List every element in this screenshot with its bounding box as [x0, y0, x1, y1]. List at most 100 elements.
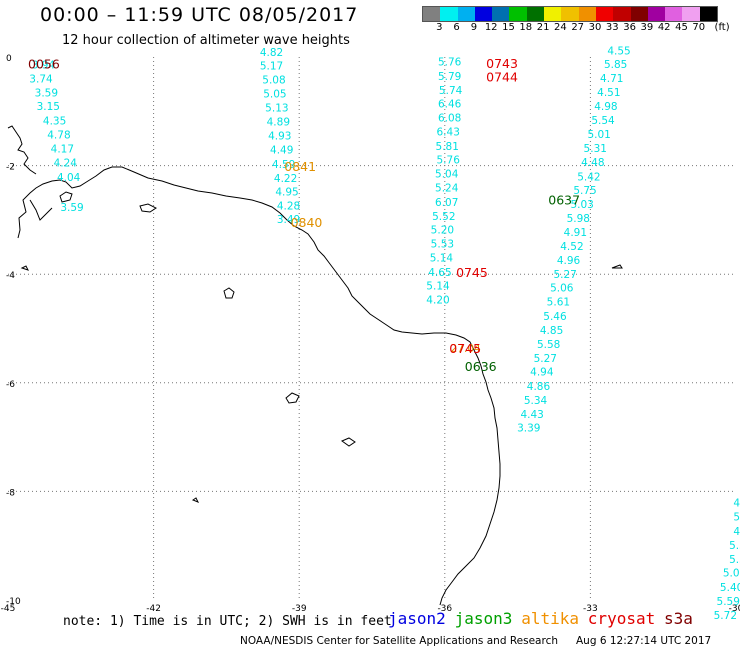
legend-label: 15 [502, 22, 515, 33]
wave-height-label: 5.13 [265, 102, 288, 114]
wave-height-label: 4.35 [43, 115, 66, 127]
wave-height-label: 4.17 [51, 144, 74, 156]
credit-line: NOAA/NESDIS Center for Satellite Applica… [240, 635, 558, 647]
wave-height-label: 4.52 [560, 241, 583, 253]
wave-height-label: 5.52 [432, 211, 455, 223]
legend-swatch [492, 7, 510, 21]
legend-label: 9 [470, 22, 478, 33]
legend-swatch [423, 7, 441, 21]
grid-lines [8, 57, 736, 600]
island-4 [191, 497, 200, 503]
wave-height-label: 4. [733, 498, 740, 510]
wave-height-label: 5.01 [587, 129, 610, 141]
y-tick-label: -2 [6, 163, 15, 173]
wave-height-label: 5.46 [543, 311, 567, 323]
legend-swatch [647, 7, 666, 21]
wave-height-label: 6.43 [437, 127, 460, 139]
legend-swatch [630, 7, 648, 21]
wave-height-label: 4.94 [530, 367, 554, 379]
wave-height-label: 4.82 [260, 47, 283, 59]
x-tick-label: -45 [1, 604, 16, 614]
wave-height-label: 4.98 [594, 101, 617, 113]
legend-swatch [578, 7, 596, 21]
wave-height-label: 5.17 [260, 60, 283, 72]
wave-height-label: 5.75 [573, 185, 596, 197]
legend-label: 70 [692, 22, 706, 33]
wave-height-label: 4.24 [54, 158, 78, 170]
wave-height-label: 27.04 [451, 343, 481, 355]
legend-swatch [457, 7, 475, 21]
wave-height-label: 5.76 [438, 57, 462, 69]
wave-height-label: 5.85 [604, 59, 627, 71]
pass-time-label: 0637 [548, 193, 580, 208]
page-subtitle: 12 hour collection of altimeter wave hei… [62, 33, 350, 48]
wave-height-label: 5.61 [547, 297, 570, 309]
y-tick-label: 0 [6, 54, 12, 64]
wave-height-label: 6.08 [438, 113, 461, 125]
pass-time-label: 0745 [456, 265, 488, 280]
legend-label: 6 [453, 22, 460, 33]
wave-height-label: 3.59 [60, 202, 83, 214]
y-tick-label: -10 [6, 597, 21, 607]
wave-height-label: 4.71 [600, 73, 623, 85]
wave-height-label: 3.94 [32, 59, 56, 71]
wave-height-label: 3.59 [35, 88, 58, 100]
wave-height-label: 4.43 [520, 409, 543, 421]
satellite-legend-item: cryosat [587, 609, 656, 628]
legend-label: 24 [554, 22, 567, 33]
wave-height-label: 5.14 [426, 280, 450, 292]
wave-height-label: 4.78 [47, 129, 70, 141]
legend-swatch [440, 7, 458, 21]
wave-height-label: 5.53 [431, 239, 454, 251]
wave-height-label: 4.85 [540, 325, 563, 337]
island-6 [611, 264, 623, 269]
wave-height-label: 5.81 [436, 141, 459, 153]
wave-height-label: 5.59 [717, 596, 740, 608]
pass-time-label: 0840 [291, 215, 323, 230]
wave-height-label: 5.58 [537, 339, 560, 351]
wave-height-label: 5.40 [720, 582, 740, 594]
wave-height-label: 4.55 [607, 45, 630, 57]
wave-height-label: 5.20 [431, 224, 454, 236]
legend-label: 12 [484, 22, 498, 33]
wave-height-label: 5.08 [262, 75, 285, 87]
legend-label: 39 [640, 22, 654, 33]
wave-height-label: 4.59 [272, 159, 295, 171]
wave-height-label: 5.34 [524, 395, 548, 407]
color-scale-legend [422, 6, 719, 22]
wave-height-label: 5.98 [567, 213, 590, 225]
legend-label: 21 [536, 22, 550, 33]
legend-swatch [682, 7, 700, 21]
y-tick-label: -8 [6, 488, 15, 498]
wave-height-label: 4.20 [426, 295, 449, 307]
legend-swatch [699, 7, 718, 21]
wave-height-label: 4.95 [275, 186, 298, 198]
x-axis-labels: -45 -42 -39 -36 -33 -30 [1, 604, 740, 614]
wave-height-label: 4.04 [57, 172, 81, 184]
legend-label: 36 [623, 22, 636, 33]
wave-height-label: 5.76 [437, 154, 461, 166]
wave-height-label: 4.91 [564, 227, 587, 239]
wave-height-label: 4.49 [270, 145, 293, 157]
wave-height-label: 5.72 [714, 610, 737, 622]
legend-label: 33 [605, 22, 619, 33]
wave-height-label: 5.3 [729, 554, 740, 566]
wave-height-label: 5.04 [435, 169, 459, 181]
coastline [7, 125, 623, 606]
wave-height-label: 5. [733, 512, 740, 524]
island-1 [223, 287, 235, 299]
wave-height-label: 4.28 [277, 201, 300, 213]
wave-height-label: 5.27 [553, 269, 576, 281]
legend-swatch [526, 7, 545, 21]
wave-height-label: 4. [733, 526, 740, 538]
legend-label: 30 [588, 22, 602, 33]
wave-height-label: 5.74 [439, 85, 463, 97]
legend-swatch [474, 7, 493, 21]
island-5 [20, 265, 29, 271]
legend-label: 45 [675, 22, 688, 33]
wave-height-label: 5.03 [570, 199, 593, 211]
wave-height-label: 5.24 [435, 183, 459, 195]
x-tick-label: -36 [437, 604, 452, 614]
